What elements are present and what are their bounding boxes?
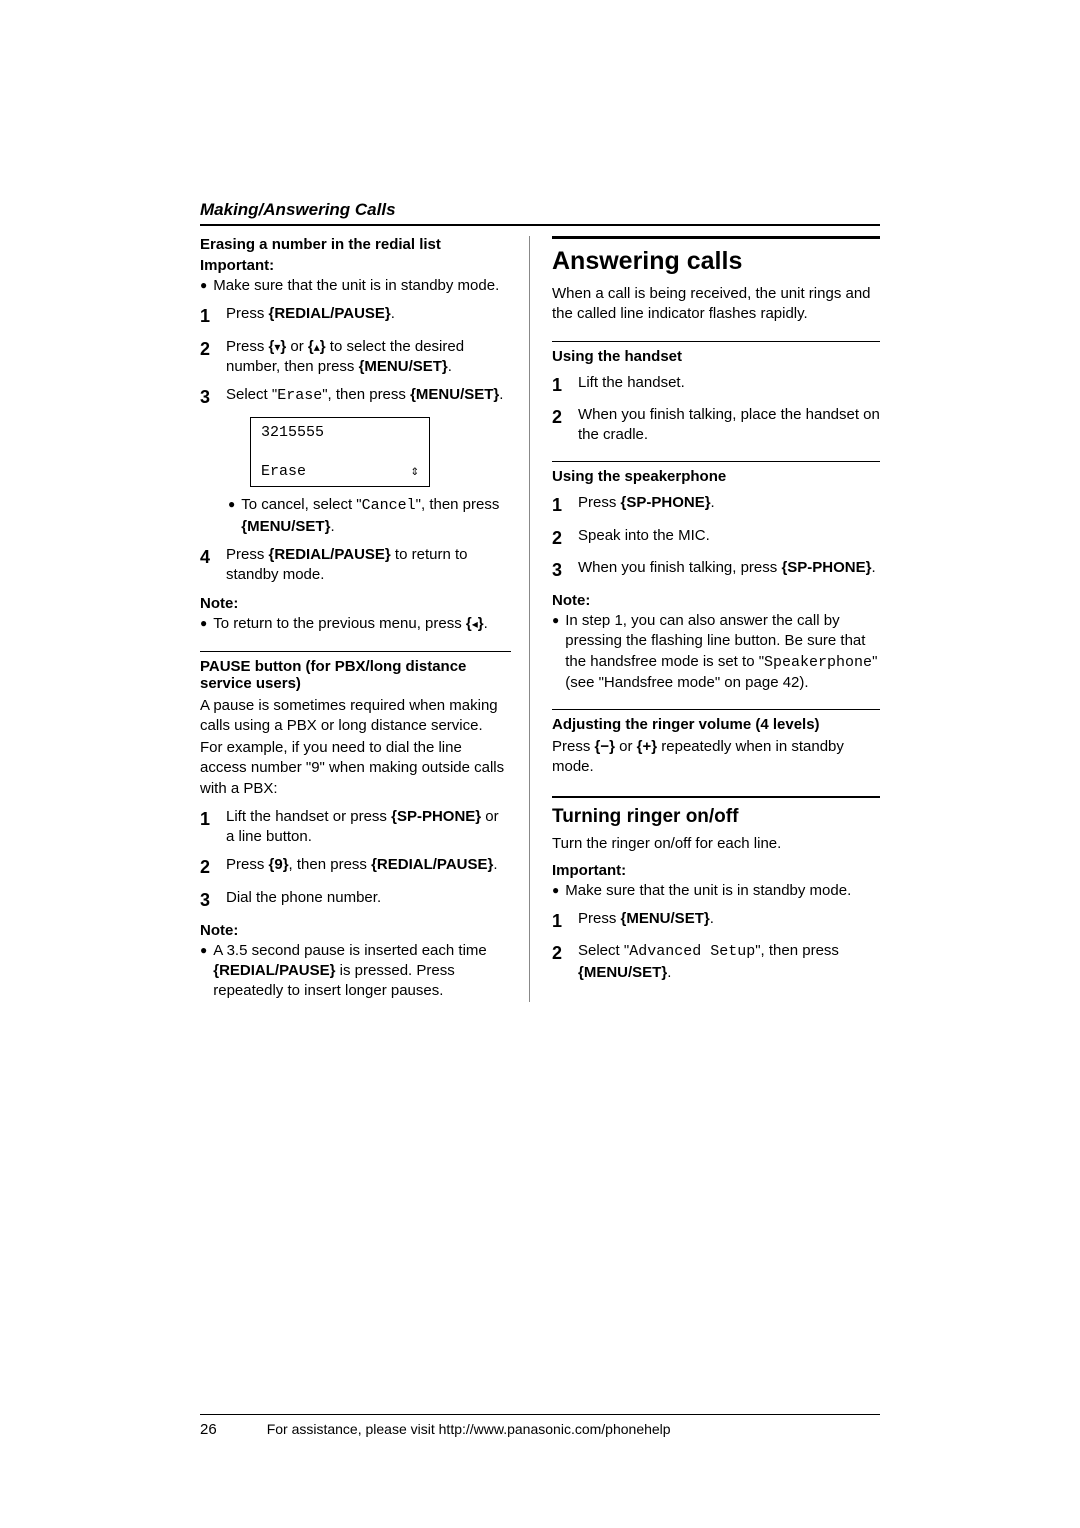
speaker-step-3: 3 When you finish talking, press {SP-PHO… (552, 558, 880, 582)
step-3: 3 Select "Erase", then press {MENU/SET}. (200, 385, 511, 409)
pause-heading: PAUSE button (for PBX/long distance serv… (200, 658, 511, 692)
display-line-2: Erase (261, 463, 419, 480)
step-text: Press {} or {} to select the desired num… (226, 337, 511, 378)
speaker-note-text: In step 1, you can also answer the call … (565, 611, 880, 693)
turning-ringer-section: Turning ringer on/off Turn the ringer on… (552, 796, 880, 983)
step-text: Press {REDIAL/PAUSE} to return to standb… (226, 545, 511, 586)
bullet-icon: ● (552, 881, 559, 900)
page-footer: 26 For assistance, please visit http://w… (200, 1414, 880, 1438)
step-2: 2 Press {} or {} to select the desired n… (200, 337, 511, 378)
pause-body-1: A pause is sometimes required when makin… (200, 696, 511, 737)
bullet-icon: ● (228, 495, 235, 514)
erase-redial-heading: Erasing a number in the redial list (200, 236, 511, 253)
important-bullet: ● Make sure that the unit is in standby … (200, 276, 511, 296)
bullet-icon: ● (200, 276, 207, 295)
two-column-layout: Erasing a number in the redial list Impo… (200, 236, 880, 1002)
step-text: Dial the phone number. (226, 888, 381, 908)
ringer-important-bullet: ● Make sure that the unit is in standby … (552, 881, 880, 901)
updown-arrow-icon (411, 463, 419, 480)
step-number: 3 (552, 558, 568, 582)
step-number: 2 (200, 337, 216, 361)
speaker-note-bullet: ● In step 1, you can also answer the cal… (552, 611, 880, 693)
handset-step-2: 2 When you finish talking, place the han… (552, 405, 880, 446)
footer-assist-text: For assistance, please visit http://www.… (267, 1421, 671, 1438)
step-3-sub-bullet: ● To cancel, select "Cancel", then press… (228, 495, 511, 537)
step-number: 1 (552, 493, 568, 517)
using-speakerphone-heading: Using the speakerphone (552, 468, 880, 485)
adjust-ringer-heading: Adjusting the ringer volume (4 levels) (552, 716, 880, 733)
step-text: Press {REDIAL/PAUSE}. (226, 304, 395, 324)
step-text: Lift the handset or press {SP-PHONE} or … (226, 807, 511, 848)
step-number: 1 (552, 373, 568, 397)
pause-body-2: For example, if you need to dial the lin… (200, 738, 511, 799)
pause-step-1: 1 Lift the handset or press {SP-PHONE} o… (200, 807, 511, 848)
note-label: Note: (200, 595, 511, 612)
ringer-important-label: Important: (552, 862, 880, 879)
ringer-step-1: 1 Press {MENU/SET}. (552, 909, 880, 933)
pause-step-2: 2 Press {9}, then press {REDIAL/PAUSE}. (200, 855, 511, 879)
step-number: 3 (200, 385, 216, 409)
step-text: Press {SP-PHONE}. (578, 493, 715, 513)
step-text: Lift the handset. (578, 373, 685, 393)
right-column: Answering calls When a call is being rec… (550, 236, 880, 1002)
step-number: 2 (552, 405, 568, 429)
step-number: 1 (200, 304, 216, 328)
turning-ringer-body: Turn the ringer on/off for each line. (552, 834, 880, 854)
speaker-step-2: 2 Speak into the MIC. (552, 526, 880, 550)
adjust-ringer-text: Press {−} or {+} repeatedly when in stan… (552, 737, 880, 778)
step-text: When you finish talking, press {SP-PHONE… (578, 558, 876, 578)
answering-calls-section: Answering calls When a call is being rec… (552, 236, 880, 325)
handset-step-1: 1 Lift the handset. (552, 373, 880, 397)
lcd-display-box: 3215555 Erase (250, 417, 430, 487)
step-1: 1 Press {REDIAL/PAUSE}. (200, 304, 511, 328)
bullet-icon: ● (552, 611, 559, 630)
step-4: 4 Press {REDIAL/PAUSE} to return to stan… (200, 545, 511, 586)
ringer-step-2: 2 Select "Advanced Setup", then press {M… (552, 941, 880, 983)
step-text: When you finish talking, place the hands… (578, 405, 880, 446)
step-text: Select "Advanced Setup", then press {MEN… (578, 941, 880, 983)
page-content: Making/Answering Calls Erasing a number … (200, 200, 880, 1002)
pause-note-label: Note: (200, 922, 511, 939)
bullet-icon: ● (200, 614, 207, 633)
step-number: 3 (200, 888, 216, 912)
speaker-note-label: Note: (552, 592, 880, 609)
adjust-ringer-section: Adjusting the ringer volume (4 levels) P… (552, 709, 880, 778)
pause-step-3: 3 Dial the phone number. (200, 888, 511, 912)
ringer-important-text: Make sure that the unit is in standby mo… (565, 881, 851, 901)
left-column: Erasing a number in the redial list Impo… (200, 236, 530, 1002)
important-label: Important: (200, 257, 511, 274)
page-number: 26 (200, 1421, 217, 1438)
speaker-step-1: 1 Press {SP-PHONE}. (552, 493, 880, 517)
section-header: Making/Answering Calls (200, 200, 880, 226)
pause-section: PAUSE button (for PBX/long distance serv… (200, 651, 511, 1002)
step-text: Speak into the MIC. (578, 526, 710, 546)
note-text: To return to the previous menu, press {}… (213, 614, 488, 634)
step-number: 1 (200, 807, 216, 831)
pause-note-text: A 3.5 second pause is inserted each time… (213, 941, 511, 1002)
step-number: 2 (552, 941, 568, 965)
step-text: Select "Erase", then press {MENU/SET}. (226, 385, 503, 406)
answering-calls-heading: Answering calls (552, 247, 880, 276)
important-text: Make sure that the unit is in standby mo… (213, 276, 499, 296)
bullet-icon: ● (200, 941, 207, 960)
using-handset-section: Using the handset 1 Lift the handset. 2 … (552, 341, 880, 446)
note-bullet: ● To return to the previous menu, press … (200, 614, 511, 634)
step-text: Press {9}, then press {REDIAL/PAUSE}. (226, 855, 498, 875)
sub-bullet-text: To cancel, select "Cancel", then press {… (241, 495, 511, 537)
pause-note-bullet: ● A 3.5 second pause is inserted each ti… (200, 941, 511, 1002)
step-number: 2 (552, 526, 568, 550)
using-speakerphone-section: Using the speakerphone 1 Press {SP-PHONE… (552, 461, 880, 693)
step-number: 2 (200, 855, 216, 879)
display-line-1: 3215555 (261, 424, 419, 441)
step-text: Press {MENU/SET}. (578, 909, 714, 929)
using-handset-heading: Using the handset (552, 348, 880, 365)
turning-ringer-heading: Turning ringer on/off (552, 806, 880, 828)
step-number: 4 (200, 545, 216, 569)
answering-body: When a call is being received, the unit … (552, 284, 880, 325)
step-number: 1 (552, 909, 568, 933)
